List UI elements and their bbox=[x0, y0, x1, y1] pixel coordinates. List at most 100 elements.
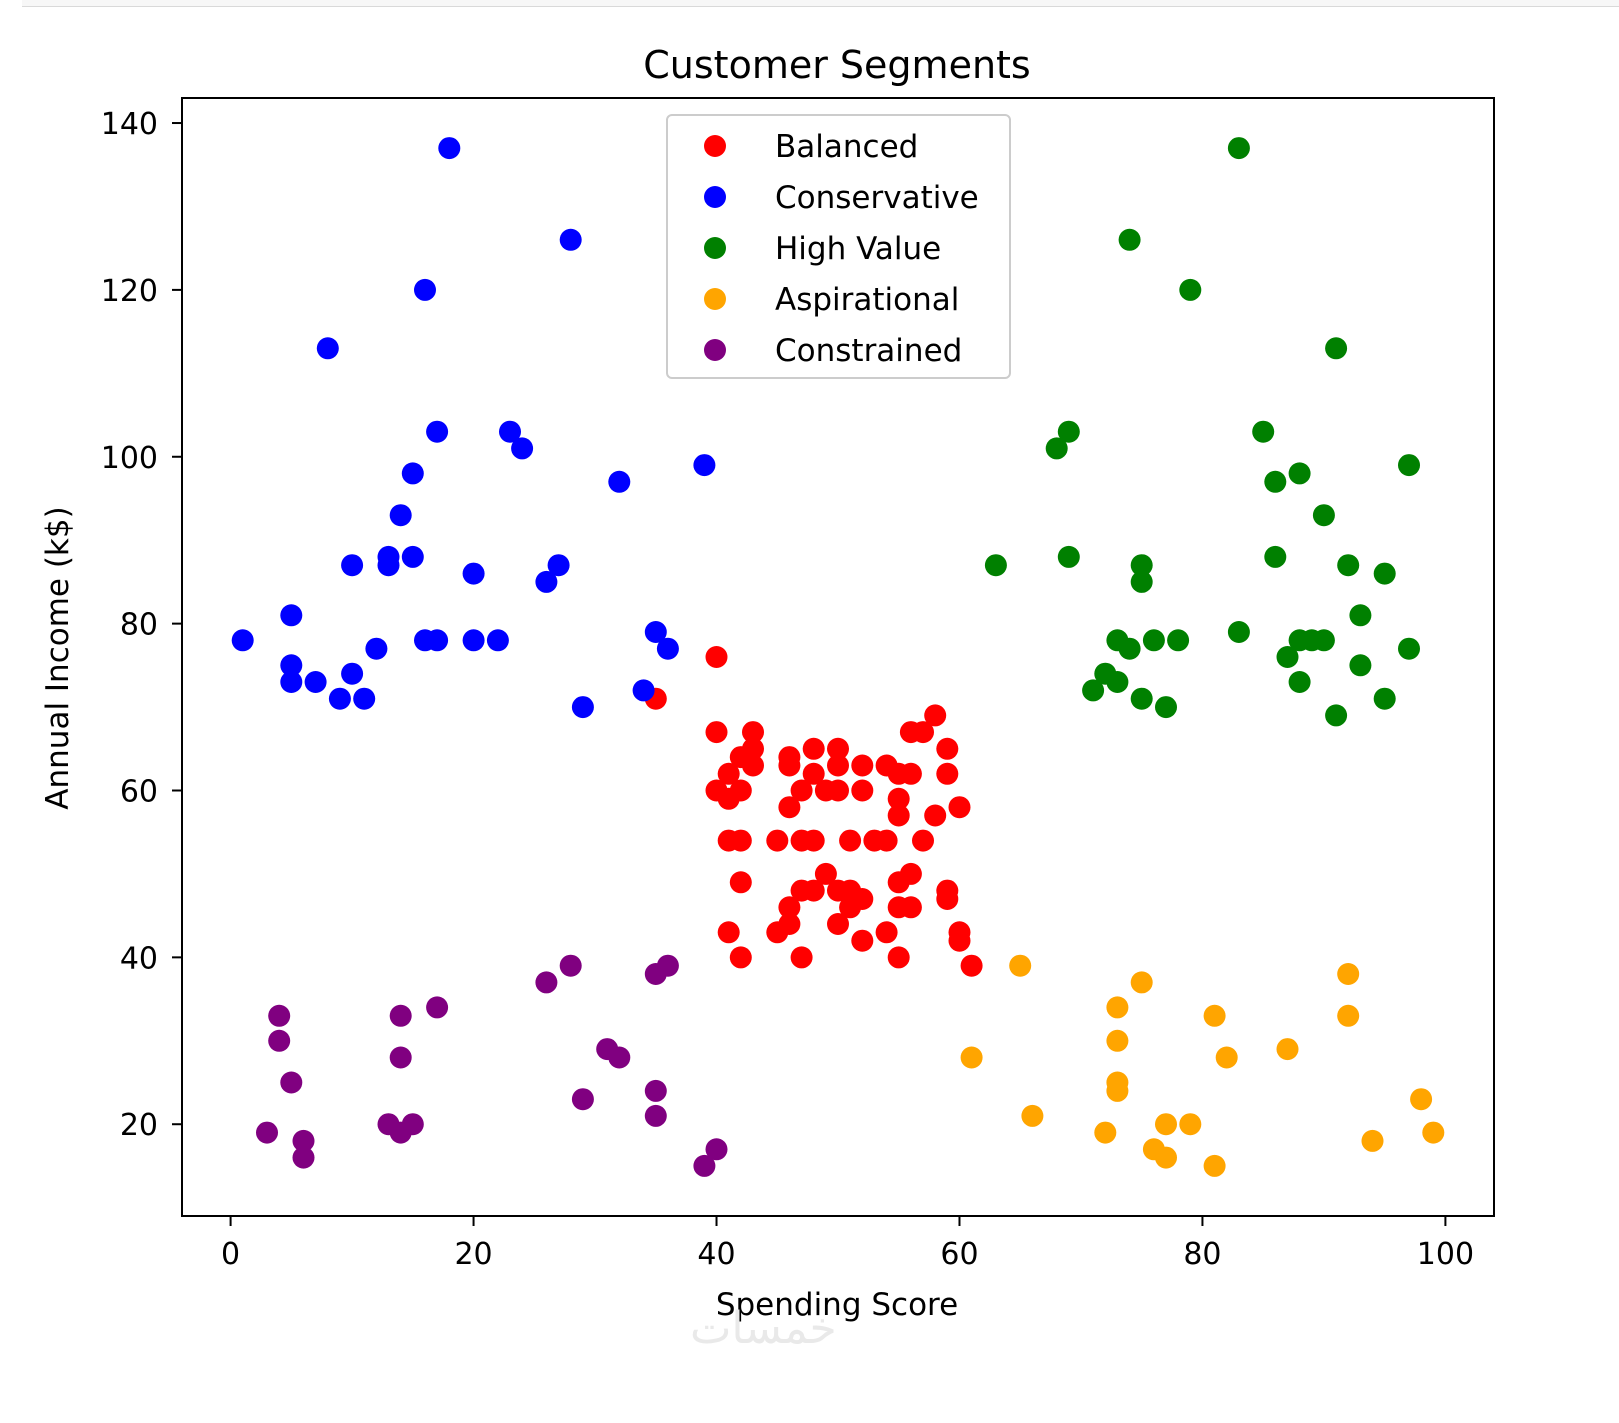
point-conservative-9 bbox=[693, 454, 716, 477]
point-aspirational-6 bbox=[1106, 1029, 1129, 1052]
point-high-value-20 bbox=[1118, 637, 1141, 660]
point-aspirational-16 bbox=[1155, 1146, 1177, 1169]
point-balanced-37 bbox=[912, 721, 934, 744]
point-balanced-20 bbox=[802, 762, 825, 785]
point-conservative-8 bbox=[608, 470, 631, 493]
y-tick-label: 20 bbox=[120, 1108, 158, 1143]
legend-label-balanced: Balanced bbox=[775, 129, 918, 165]
point-balanced-10 bbox=[742, 737, 764, 760]
point-balanced-24 bbox=[827, 754, 849, 777]
point-balanced-31 bbox=[875, 829, 898, 852]
point-balanced-54 bbox=[778, 913, 801, 935]
legend-marker-conservative bbox=[704, 186, 726, 208]
point-balanced-51 bbox=[851, 888, 874, 910]
point-conservative-10 bbox=[389, 504, 412, 527]
points-layer bbox=[231, 137, 1445, 1177]
point-conservative-23 bbox=[486, 629, 509, 652]
point-aspirational-12 bbox=[1021, 1104, 1044, 1127]
point-high-value-37 bbox=[1373, 687, 1396, 710]
point-constrained-19 bbox=[644, 1079, 667, 1102]
point-balanced-67 bbox=[887, 946, 910, 969]
legend-label-high-value: High Value bbox=[775, 231, 941, 267]
point-balanced-17 bbox=[790, 779, 813, 802]
point-aspirational-14 bbox=[1094, 1121, 1117, 1144]
y-axis-ticks: 20 40 60 80 100 120 140 bbox=[101, 107, 182, 1143]
legend-marker-constrained bbox=[704, 339, 726, 361]
point-constrained-2 bbox=[280, 1071, 303, 1094]
point-aspirational-2 bbox=[1337, 963, 1360, 985]
point-high-value-0 bbox=[1227, 137, 1250, 160]
point-constrained-1 bbox=[268, 1029, 291, 1052]
point-balanced-11 bbox=[742, 754, 764, 777]
x-tick-label: 100 bbox=[1417, 1237, 1474, 1272]
point-balanced-35 bbox=[899, 762, 922, 785]
point-constrained-13 bbox=[559, 954, 582, 977]
point-conservative-32 bbox=[353, 687, 376, 710]
point-high-value-7 bbox=[1398, 454, 1420, 477]
y-tick-label: 140 bbox=[101, 107, 158, 142]
point-balanced-19 bbox=[802, 737, 825, 760]
point-high-value-10 bbox=[1312, 504, 1335, 527]
point-conservative-2 bbox=[414, 278, 436, 301]
point-conservative-30 bbox=[304, 671, 327, 693]
point-conservative-33 bbox=[632, 679, 655, 702]
point-conservative-15 bbox=[462, 562, 485, 585]
point-aspirational-1 bbox=[1130, 971, 1153, 994]
point-high-value-33 bbox=[1349, 654, 1372, 677]
watermark-text: خمسات bbox=[690, 1303, 837, 1354]
point-conservative-24 bbox=[644, 621, 667, 643]
chart-legend: Balanced Conservative High Value Aspiration… bbox=[666, 114, 1011, 379]
point-high-value-6 bbox=[1252, 420, 1275, 443]
point-conservative-17 bbox=[535, 570, 558, 593]
x-tick-label: 80 bbox=[1183, 1237, 1221, 1272]
point-balanced-59 bbox=[899, 896, 922, 919]
point-constrained-22 bbox=[705, 1138, 728, 1161]
point-high-value-3 bbox=[1325, 337, 1348, 360]
point-conservative-12 bbox=[401, 545, 424, 568]
point-conservative-6 bbox=[511, 437, 534, 460]
point-conservative-31 bbox=[328, 687, 351, 710]
point-balanced-38 bbox=[924, 704, 947, 727]
point-conservative-0 bbox=[438, 137, 461, 160]
chart-title: Customer Segments bbox=[643, 43, 1030, 87]
point-high-value-22 bbox=[1167, 629, 1190, 652]
point-balanced-63 bbox=[729, 946, 752, 969]
point-aspirational-13 bbox=[1410, 1088, 1433, 1111]
y-tick-label: 100 bbox=[101, 441, 158, 476]
point-balanced-3 bbox=[742, 721, 764, 744]
legend-marker-balanced bbox=[704, 135, 726, 157]
point-high-value-24 bbox=[1276, 646, 1299, 668]
point-balanced-25 bbox=[827, 779, 849, 802]
point-high-value-17 bbox=[1373, 562, 1396, 585]
point-conservative-26 bbox=[365, 637, 388, 660]
point-balanced-70 bbox=[960, 954, 983, 977]
point-aspirational-8 bbox=[960, 1046, 983, 1069]
point-aspirational-17 bbox=[1155, 1113, 1177, 1136]
point-balanced-12 bbox=[717, 829, 740, 852]
point-high-value-14 bbox=[1130, 570, 1153, 593]
point-aspirational-19 bbox=[1203, 1154, 1226, 1177]
point-high-value-2 bbox=[1179, 278, 1202, 301]
point-high-value-36 bbox=[1325, 704, 1348, 727]
point-high-value-23 bbox=[1227, 621, 1250, 643]
point-conservative-16 bbox=[547, 554, 570, 577]
point-high-value-11 bbox=[984, 554, 1007, 577]
point-balanced-57 bbox=[899, 862, 922, 885]
point-balanced-52 bbox=[778, 896, 801, 919]
point-constrained-6 bbox=[389, 1004, 412, 1027]
point-balanced-42 bbox=[948, 796, 971, 819]
x-tick-label: 60 bbox=[940, 1237, 978, 1272]
point-balanced-44 bbox=[729, 871, 752, 894]
point-balanced-64 bbox=[790, 946, 813, 969]
point-conservative-28 bbox=[341, 662, 364, 685]
point-aspirational-18 bbox=[1179, 1113, 1202, 1136]
point-high-value-15 bbox=[1264, 545, 1287, 568]
point-balanced-62 bbox=[717, 921, 740, 944]
point-balanced-23 bbox=[827, 737, 849, 760]
point-high-value-18 bbox=[1349, 604, 1372, 627]
point-conservative-25 bbox=[656, 637, 679, 660]
point-aspirational-7 bbox=[1276, 1038, 1299, 1061]
point-high-value-1 bbox=[1118, 228, 1141, 251]
legend-marker-high-value bbox=[704, 237, 726, 259]
